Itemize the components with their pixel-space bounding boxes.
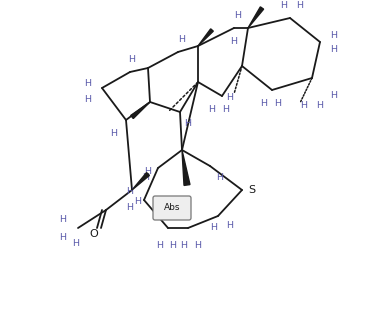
Polygon shape — [198, 29, 213, 46]
Text: H: H — [184, 119, 191, 129]
Text: H: H — [170, 241, 177, 250]
Text: H: H — [210, 224, 217, 232]
Text: H: H — [331, 91, 338, 100]
Text: H: H — [156, 241, 163, 250]
Polygon shape — [132, 173, 149, 190]
Text: H: H — [126, 188, 133, 197]
Text: H: H — [280, 2, 287, 11]
Text: H: H — [261, 100, 268, 108]
Text: H: H — [296, 2, 303, 11]
Text: H: H — [110, 130, 117, 139]
Text: H: H — [60, 215, 67, 224]
Text: H: H — [331, 46, 338, 55]
Text: H: H — [60, 233, 67, 242]
Text: H: H — [209, 105, 216, 114]
Text: O: O — [89, 229, 98, 239]
Text: H: H — [142, 174, 149, 183]
Text: H: H — [84, 78, 91, 87]
Polygon shape — [248, 7, 264, 28]
Text: S: S — [249, 185, 256, 195]
Polygon shape — [182, 150, 190, 185]
Text: H: H — [223, 105, 230, 114]
Polygon shape — [131, 102, 150, 118]
Text: H: H — [331, 32, 338, 41]
Text: H: H — [135, 197, 142, 206]
FancyBboxPatch shape — [153, 196, 191, 220]
Text: H: H — [72, 240, 79, 249]
Text: H: H — [180, 241, 187, 250]
Text: H: H — [194, 241, 202, 250]
Text: H: H — [179, 36, 186, 45]
Text: H: H — [226, 94, 233, 103]
Text: H: H — [317, 101, 324, 110]
Text: H: H — [235, 11, 242, 20]
Text: H: H — [126, 203, 133, 212]
Text: H: H — [84, 95, 91, 104]
Text: H: H — [226, 222, 233, 231]
Text: H: H — [275, 100, 282, 108]
Text: Abs: Abs — [164, 203, 180, 212]
Text: H: H — [231, 38, 238, 46]
Text: H: H — [217, 174, 224, 183]
Text: H: H — [144, 167, 151, 176]
Text: H: H — [300, 101, 307, 110]
Text: H: H — [128, 55, 135, 64]
